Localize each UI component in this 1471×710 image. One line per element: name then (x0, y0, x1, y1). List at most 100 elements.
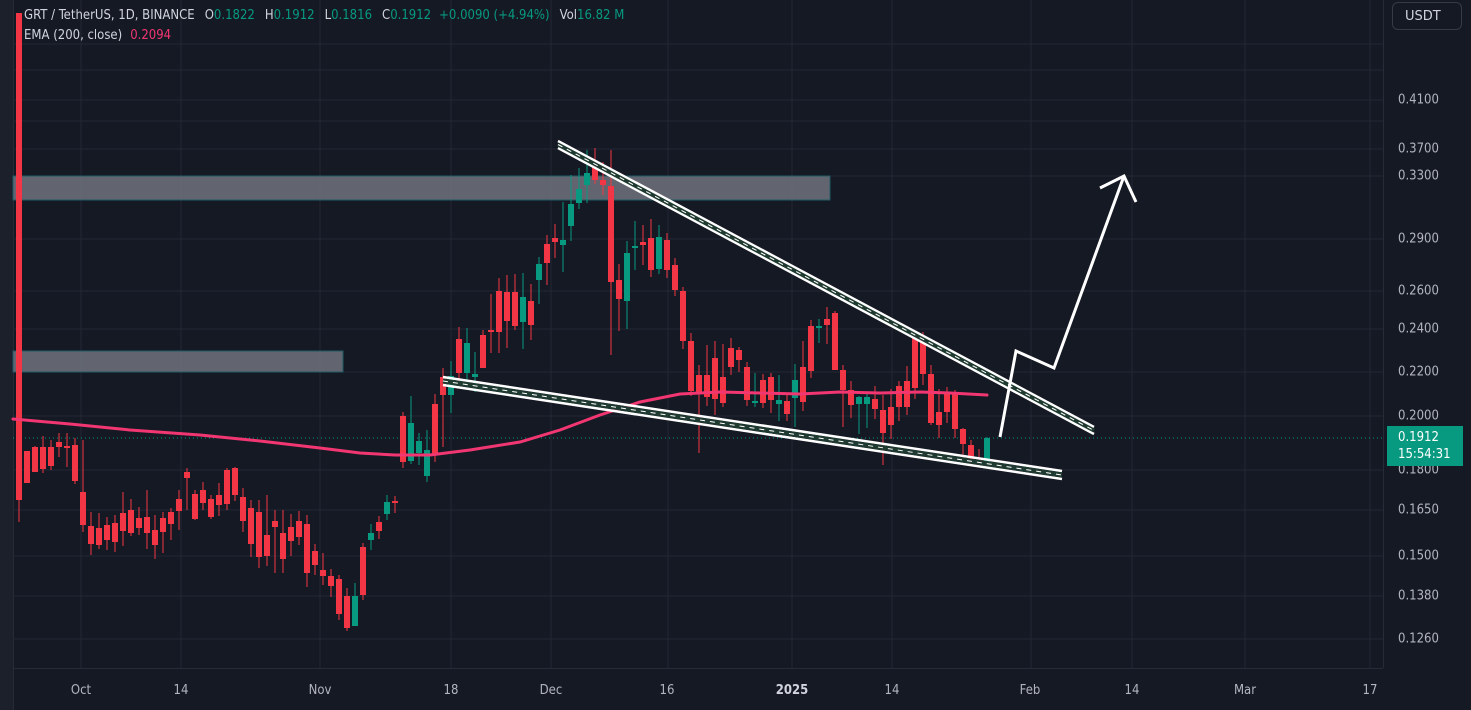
ema-value: 0.2094 (130, 28, 172, 43)
candle-down (960, 428, 966, 459)
open-value: 0.1822 (213, 8, 255, 23)
candle-down (648, 219, 654, 277)
symbol-title[interactable]: GRT / TetherUS, 1D, BINANCE (24, 8, 195, 23)
candle-down (928, 365, 934, 425)
candle-down (680, 287, 686, 349)
candle-down (88, 512, 94, 555)
candle-down (952, 390, 958, 438)
candle-up (384, 495, 390, 520)
candle-down (760, 374, 766, 408)
price-tick-label: 0.1380 (1398, 588, 1439, 604)
open-label: O (204, 8, 214, 23)
candle-down (608, 150, 614, 355)
time-tick-label: Nov (308, 683, 332, 698)
candle-down (256, 500, 262, 568)
candle-down (312, 544, 318, 575)
price-tick-label: 0.3700 (1398, 141, 1439, 157)
time-tick-label: 18 (443, 683, 459, 698)
volume-label: Vol (559, 8, 578, 23)
candle-down (512, 274, 518, 330)
candle-down (376, 516, 382, 539)
candle-down (144, 490, 150, 549)
candle-down (640, 225, 646, 265)
candle-down (824, 307, 830, 344)
candle-down (496, 278, 502, 353)
candle-down (800, 341, 806, 411)
candle-down (192, 490, 198, 520)
candle-down (216, 483, 222, 516)
candle-up (560, 202, 566, 272)
candle-down (264, 495, 270, 566)
candle-down (336, 575, 342, 620)
candle-down (224, 468, 230, 510)
candle-down (344, 588, 350, 631)
candle-down (488, 294, 494, 353)
candle-down (96, 513, 102, 549)
candle-down (480, 330, 486, 368)
grid-lines (13, 0, 1383, 668)
resistance-zone-lower[interactable] (12, 350, 344, 373)
low-label: L (324, 8, 332, 23)
price-tick-label: 0.4100 (1398, 92, 1439, 108)
candle-up (352, 583, 358, 626)
currency-button[interactable]: USDT (1392, 2, 1462, 30)
time-tick-label: Feb (1019, 683, 1041, 698)
candle-down (528, 284, 534, 340)
close-value: 0.1912 (390, 8, 432, 23)
ema-200-line (11, 390, 989, 457)
resistance-zone-upper[interactable] (12, 175, 831, 201)
chart-legend: GRT / TetherUS, 1D, BINANCE O 0.1822 H 0.1… (24, 6, 624, 46)
candle-up (416, 433, 422, 465)
change-value: +0.0090 (+4.94%) (439, 8, 550, 23)
candle-down (696, 365, 702, 453)
high-value: 0.1912 (273, 8, 315, 23)
candle-down (272, 510, 278, 573)
price-tick-label: 0.1800 (1398, 462, 1439, 478)
candle-down (104, 517, 110, 550)
candle-down (400, 412, 406, 468)
time-axis-divider (13, 668, 1383, 669)
candle-down (16, 13, 22, 522)
candle-up (816, 319, 822, 343)
candle-down (840, 365, 846, 427)
wedge-lower-trendline[interactable] (442, 375, 1063, 481)
time-tick-label: 14 (173, 683, 189, 698)
price-axis-divider (1383, 0, 1384, 668)
time-tick-label: 17 (1362, 683, 1378, 698)
candle-up (656, 225, 662, 274)
candle-down (168, 508, 174, 540)
candle-down (176, 490, 182, 530)
candle-down (32, 446, 38, 472)
candle-down (912, 332, 918, 399)
time-tick-label: 16 (659, 683, 675, 698)
candle-down (552, 224, 558, 258)
candle-up (568, 175, 574, 241)
candle-down (664, 233, 670, 278)
candle-down (232, 467, 238, 501)
candle-down (296, 511, 302, 545)
candle-down (56, 433, 62, 457)
projection-arrow[interactable] (998, 173, 1138, 438)
candle-down (544, 235, 550, 285)
candle-down (160, 512, 166, 553)
ema-label[interactable]: EMA (200, close) (24, 28, 123, 43)
candle-up (752, 373, 758, 407)
indicator-row[interactable]: EMA (200, close) 0.2094 (24, 26, 624, 46)
time-tick-label: 14 (1124, 683, 1140, 698)
candle-down (688, 333, 694, 396)
price-tick-label: 0.2400 (1398, 321, 1439, 337)
candle-down (936, 389, 942, 438)
last-price-value: 0.1912 (1398, 430, 1439, 445)
candle-down (872, 386, 878, 419)
price-tick-label: 0.2900 (1398, 231, 1439, 247)
candle-down (136, 507, 142, 535)
candle-down (320, 553, 326, 585)
candle-down (48, 440, 54, 470)
candle-down (504, 275, 510, 348)
close-label: C (382, 8, 391, 23)
wedge-upper-trendline[interactable] (557, 139, 1095, 436)
candle-down (80, 440, 86, 532)
candle-up (368, 524, 374, 550)
